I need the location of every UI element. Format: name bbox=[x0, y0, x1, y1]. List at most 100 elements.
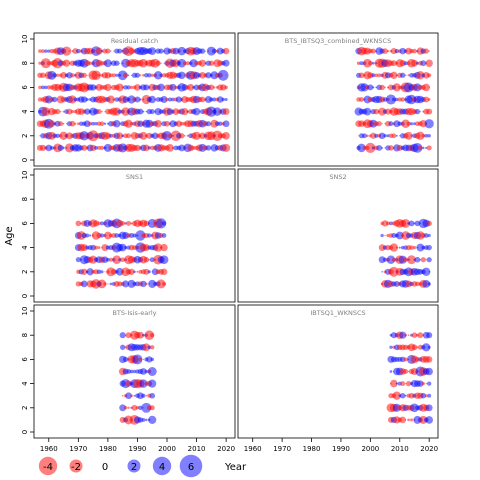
residual-bubble bbox=[96, 269, 102, 275]
residual-bubble bbox=[103, 122, 107, 125]
residual-bubble bbox=[420, 392, 427, 399]
residual-bubble bbox=[86, 74, 88, 76]
legend-bubble bbox=[69, 459, 83, 473]
residual-bubble bbox=[389, 345, 393, 349]
x-tick-label: 2000 bbox=[158, 445, 176, 453]
residual-bubble bbox=[187, 83, 195, 91]
residual-bubble bbox=[118, 122, 121, 125]
residual-bubble bbox=[137, 392, 144, 400]
residual-bubble bbox=[426, 220, 432, 227]
residual-bubble bbox=[115, 267, 124, 276]
x-axes-group: 1960 1970 1980 1990 2000 2010 2020 1960 1970 1980… bbox=[40, 438, 438, 453]
residual-bubble bbox=[127, 95, 136, 104]
y-tick-label: 10 bbox=[21, 35, 29, 44]
residual-bubble bbox=[386, 49, 390, 53]
residual-bubble bbox=[381, 271, 383, 273]
residual-bubble bbox=[162, 130, 172, 141]
residual-bubble bbox=[198, 59, 207, 67]
residual-bubble bbox=[163, 62, 165, 64]
residual-bubble bbox=[148, 95, 156, 104]
residual-bubble bbox=[399, 392, 406, 399]
residual-bubble bbox=[390, 332, 397, 339]
residual-bubble bbox=[399, 47, 406, 55]
residual-bubble bbox=[86, 268, 94, 276]
residual-bubble bbox=[174, 85, 178, 90]
panel-title: SNS1 bbox=[126, 173, 143, 181]
residual-bubble bbox=[138, 357, 143, 362]
residual-bubble bbox=[400, 381, 406, 387]
residual-bubble bbox=[160, 96, 168, 103]
y-tick-label: 2 bbox=[21, 270, 29, 274]
residual-bubble bbox=[119, 332, 126, 339]
residual-bubble bbox=[70, 110, 74, 114]
residual-bubble bbox=[175, 96, 182, 103]
residual-bubble bbox=[422, 343, 431, 352]
residual-bubble bbox=[410, 134, 413, 137]
residual-bubble bbox=[128, 47, 135, 55]
residual-bubble bbox=[62, 146, 65, 150]
residual-bubble bbox=[61, 46, 72, 56]
residual-bubble bbox=[44, 85, 48, 90]
residual-bubble bbox=[389, 243, 399, 252]
residual-bubble bbox=[404, 131, 413, 140]
residual-bubble bbox=[81, 268, 88, 275]
residual-bubble bbox=[154, 119, 162, 128]
residual-bubble bbox=[400, 72, 406, 78]
residual-bubble bbox=[126, 220, 132, 226]
residual-bubble bbox=[99, 145, 105, 151]
residual-bubble bbox=[56, 73, 60, 77]
residual-bubble bbox=[147, 146, 151, 150]
residual-bubble bbox=[408, 220, 415, 227]
residual-bubble bbox=[213, 107, 222, 116]
residual-bubble bbox=[425, 404, 433, 412]
residual-bubble bbox=[373, 108, 380, 115]
residual-bubble bbox=[204, 50, 207, 52]
residual-bubble bbox=[60, 72, 67, 79]
residual-bubble bbox=[425, 367, 433, 376]
residual-bubble bbox=[222, 47, 230, 55]
residual-bubble bbox=[89, 255, 98, 264]
panel-frame bbox=[33, 168, 236, 303]
residual-bubble bbox=[99, 121, 105, 127]
residual-bubble bbox=[205, 121, 212, 127]
residual-bubble bbox=[97, 246, 101, 250]
residual-bubble bbox=[148, 279, 157, 288]
panel-frame bbox=[237, 168, 439, 303]
residual-bubble bbox=[178, 71, 186, 80]
residual-bubble bbox=[222, 143, 231, 152]
legend-label: 0 bbox=[102, 462, 108, 473]
residual-bubble bbox=[117, 48, 123, 54]
residual-bubble bbox=[130, 394, 133, 398]
residual-bubble bbox=[80, 280, 88, 288]
residual-bubble bbox=[425, 356, 433, 363]
residual-bubble bbox=[157, 83, 165, 92]
residual-bubble bbox=[87, 130, 99, 142]
residual-bubble bbox=[388, 145, 394, 151]
residual-bubble bbox=[401, 218, 411, 228]
residual-bubble bbox=[381, 220, 389, 227]
residual-bubble bbox=[404, 74, 407, 77]
x-tick-label: 2000 bbox=[361, 445, 379, 453]
residual-bubble bbox=[216, 47, 224, 55]
residual-bubble bbox=[119, 62, 121, 64]
residual-bubble bbox=[149, 392, 156, 399]
residual-bubble bbox=[362, 133, 367, 139]
residual-bubble bbox=[209, 97, 214, 102]
residual-bubble bbox=[423, 233, 429, 238]
residual-bubble bbox=[81, 72, 87, 78]
residual-bubble bbox=[113, 119, 121, 128]
residual-bubble bbox=[148, 47, 157, 55]
residual-bubble bbox=[172, 47, 180, 55]
residual-bubble bbox=[412, 143, 423, 153]
residual-bubble bbox=[224, 97, 228, 102]
residual-bubble bbox=[424, 119, 434, 129]
residual-bubble bbox=[420, 60, 427, 67]
residual-bubble bbox=[423, 48, 429, 54]
residual-bubble bbox=[378, 132, 386, 140]
residual-bubble bbox=[392, 391, 401, 400]
residual-bubble bbox=[143, 256, 150, 263]
residual-bubble bbox=[407, 418, 410, 422]
residual-bubble bbox=[100, 221, 104, 226]
residual-bubble bbox=[122, 280, 130, 288]
